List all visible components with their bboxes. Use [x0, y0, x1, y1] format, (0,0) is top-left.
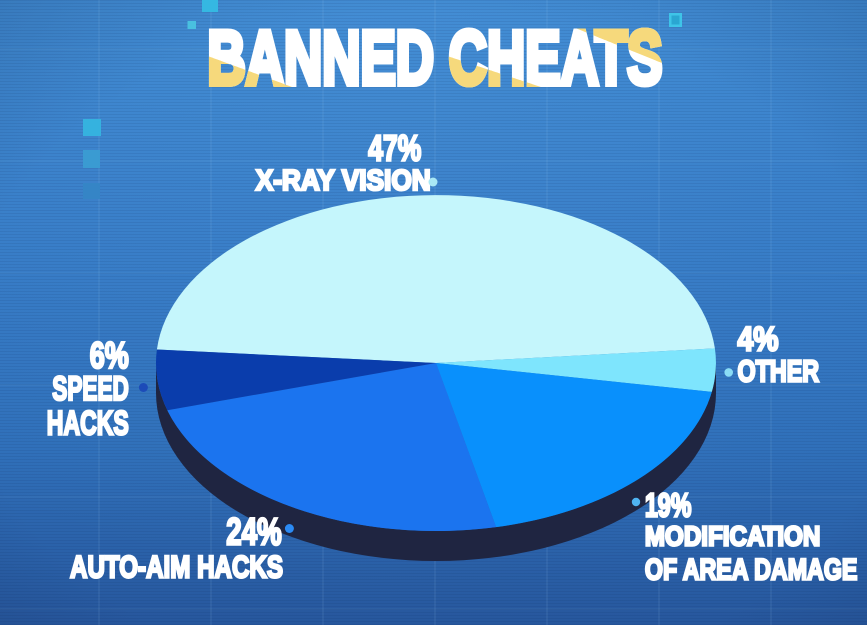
svg-text:HACKS: HACKS [47, 405, 129, 443]
svg-text:OF AREA DAMAGE: OF AREA DAMAGE [645, 554, 858, 587]
svg-text:X-RAY VISION: X-RAY VISION [256, 164, 431, 196]
svg-text:19%: 19% [645, 488, 692, 525]
svg-text:47%: 47% [368, 127, 421, 168]
svg-text:BANNED CHEATS: BANNED CHEATS [208, 16, 663, 101]
svg-text:6%: 6% [90, 335, 129, 376]
svg-text:AUTO-AIM HACKS: AUTO-AIM HACKS [70, 550, 283, 585]
svg-text:4%: 4% [738, 320, 779, 358]
svg-text:OTHER: OTHER [738, 356, 820, 389]
svg-text:SPEED: SPEED [52, 370, 129, 408]
svg-text:24%: 24% [226, 511, 282, 553]
svg-text:MODIFICATION: MODIFICATION [645, 520, 821, 551]
